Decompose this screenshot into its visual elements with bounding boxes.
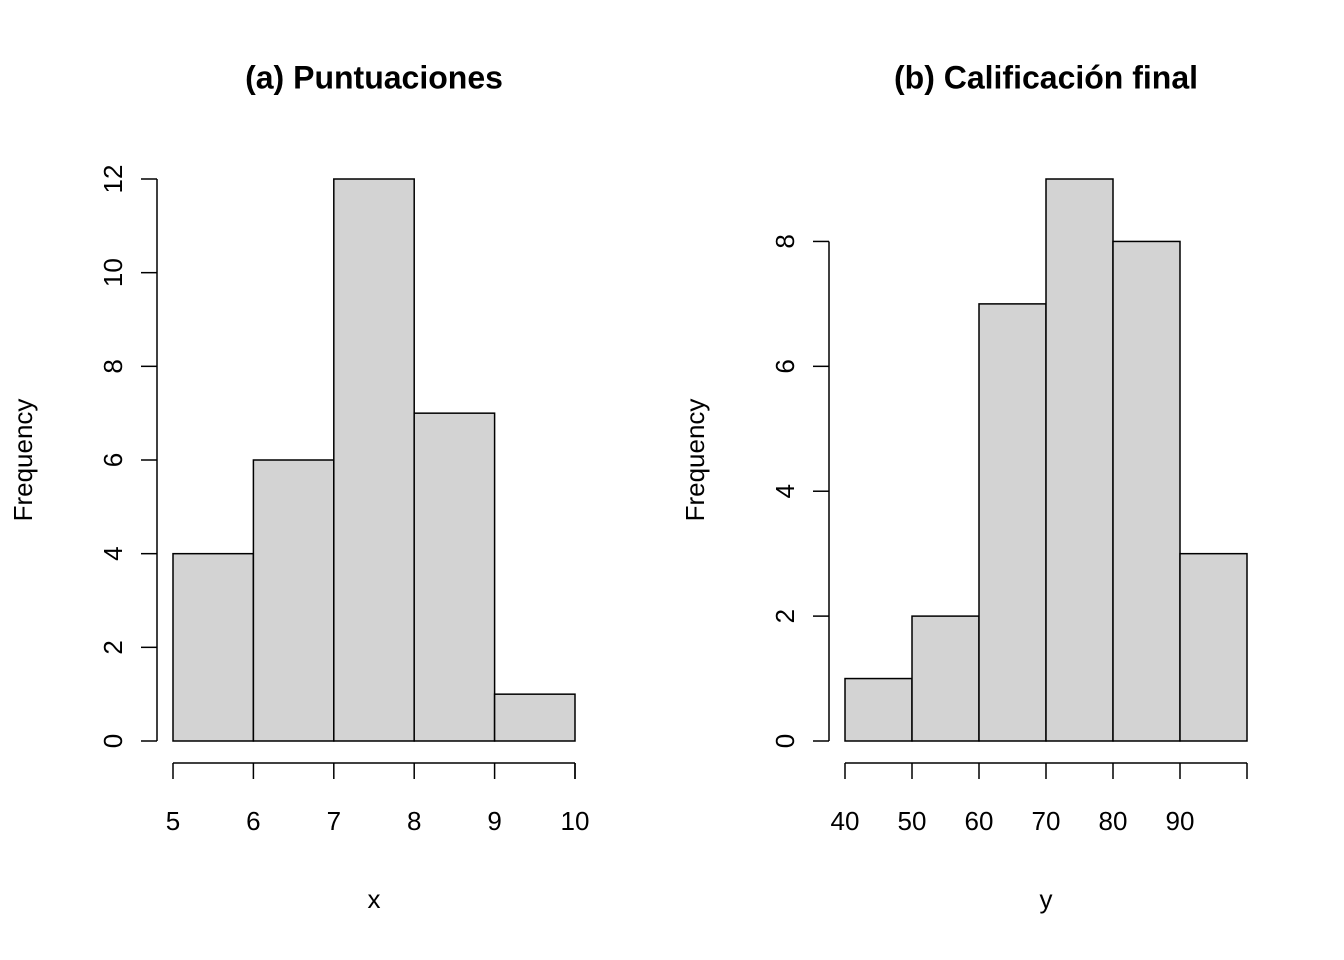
chart-title: (a) Puntuaciones (245, 59, 503, 95)
x-tick-label: 90 (1166, 806, 1195, 836)
x-tick-label: 5 (166, 806, 180, 836)
x-tick-label: 80 (1099, 806, 1128, 836)
y-tick-label: 10 (98, 258, 128, 287)
x-axis-label: y (1040, 884, 1053, 914)
x-tick-label: 6 (246, 806, 260, 836)
x-tick-label: 8 (407, 806, 421, 836)
y-tick-label: 4 (98, 546, 128, 560)
bar (1179, 552, 1248, 742)
y-axis-label: Frequency (8, 399, 38, 522)
y-axis-label: Frequency (680, 399, 710, 522)
y-tick-label: 0 (770, 734, 800, 748)
bar (978, 303, 1047, 742)
x-tick-label: 10 (561, 806, 590, 836)
x-tick-label: 60 (965, 806, 994, 836)
bar (333, 178, 415, 742)
y-tick-label: 0 (98, 734, 128, 748)
x-axis-label: x (368, 884, 381, 914)
y-tick-label: 4 (770, 484, 800, 498)
y-tick-label: 8 (770, 234, 800, 248)
x-tick-label: 7 (327, 806, 341, 836)
y-tick-label: 12 (98, 165, 128, 194)
bar (1112, 240, 1181, 742)
x-tick-label: 70 (1032, 806, 1061, 836)
y-tick-label: 2 (98, 640, 128, 654)
y-tick-label: 6 (98, 453, 128, 467)
x-tick-label: 9 (487, 806, 501, 836)
bar (911, 615, 980, 742)
x-tick-label: 50 (898, 806, 927, 836)
chart-title: (b) Calificación final (894, 59, 1198, 95)
bar (493, 693, 576, 742)
bar (1045, 178, 1114, 742)
y-tick-label: 2 (770, 609, 800, 623)
x-tick-label: 40 (831, 806, 860, 836)
bar (172, 552, 255, 742)
y-tick-label: 8 (98, 359, 128, 373)
bar (413, 412, 496, 742)
bar (844, 677, 913, 742)
bar (252, 459, 335, 742)
y-tick-label: 6 (770, 359, 800, 373)
